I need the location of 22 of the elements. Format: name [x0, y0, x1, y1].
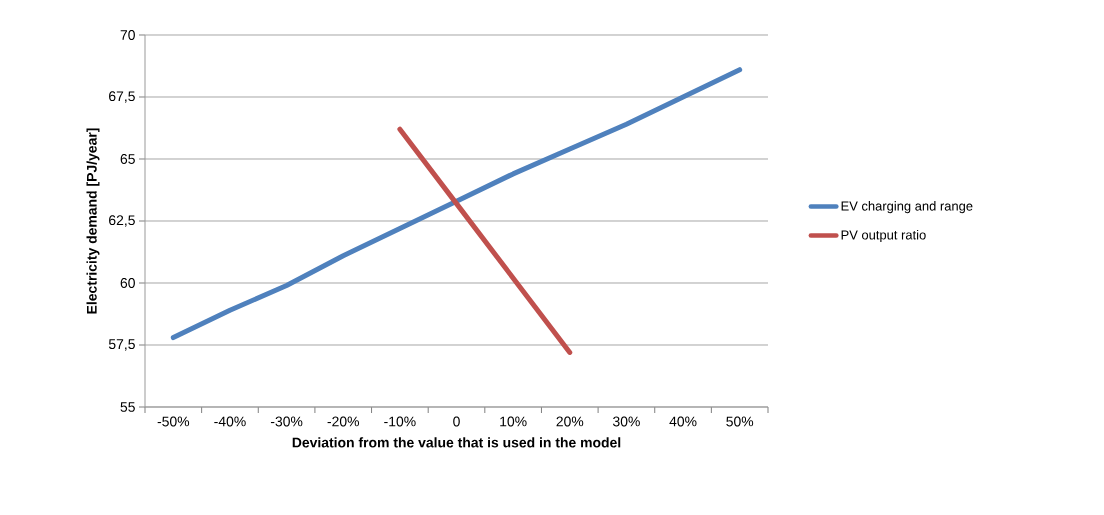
x-axis-title: Deviation from the value that is used in the model [292, 437, 621, 448]
x-tick-label: 10% [500, 416, 527, 427]
y-tick-label: 70 [120, 30, 135, 40]
y-tick-label: 60 [120, 278, 135, 288]
x-tick-label: -40% [214, 416, 246, 427]
y-axis-title: Electricity demand [PJ/year] [86, 128, 100, 314]
y-tick-label: 55 [120, 402, 135, 412]
y-tick-label: 57,5 [108, 339, 135, 351]
y-tick-label: 62,5 [109, 215, 135, 227]
x-tick-label: 0 [453, 416, 460, 427]
x-tick-label: -20% [327, 416, 360, 427]
legend-label: EV charging and range [841, 201, 973, 214]
x-tick-label: -10% [384, 416, 416, 427]
x-tick-label: -30% [270, 416, 303, 427]
x-tick-label: 50% [726, 416, 754, 427]
y-tick-label: 67,5 [109, 91, 135, 103]
x-tick-label: 40% [669, 416, 697, 427]
x-tick-label: 20% [556, 416, 584, 427]
y-tick-label: 65 [120, 154, 135, 164]
x-tick-label: 30% [612, 416, 640, 427]
x-tick-label: -50% [157, 416, 190, 427]
legend-label: PV output ratio [841, 229, 926, 243]
